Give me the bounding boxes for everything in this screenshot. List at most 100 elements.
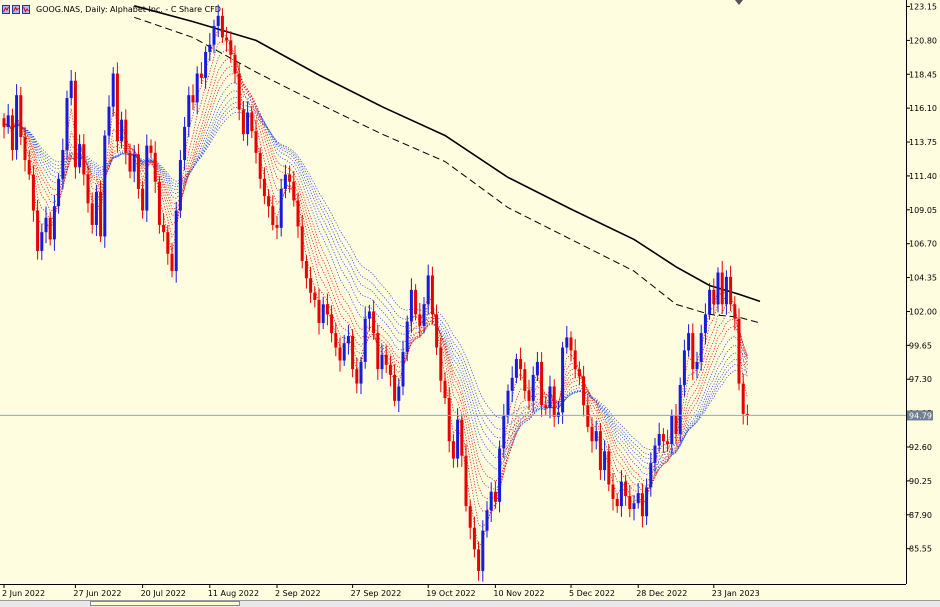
bear-candle	[745, 413, 749, 416]
bear-candle	[19, 95, 23, 137]
bear-candle	[615, 498, 619, 507]
bear-candle	[393, 374, 397, 401]
bear-candle	[149, 145, 153, 153]
bear-candle	[157, 181, 161, 225]
bear-candle	[519, 359, 523, 370]
bull-candle	[103, 135, 107, 237]
x-tick-label: 23 Jan 2023	[712, 589, 760, 598]
bear-candle	[10, 115, 14, 150]
bear-candle	[313, 292, 317, 300]
bull-candle	[61, 149, 65, 179]
chart-shift-marker-icon[interactable]	[734, 0, 744, 6]
bull-candle	[531, 374, 535, 401]
bear-candle	[254, 131, 258, 153]
x-tick-label: 10 Nov 2022	[493, 589, 544, 598]
bear-candle	[225, 37, 229, 41]
bear-candle	[720, 272, 724, 305]
bear-candle	[607, 451, 611, 485]
bull-candle	[678, 385, 682, 435]
blue-ribbon-line	[3, 111, 748, 451]
bear-candle	[141, 188, 145, 211]
scrollbar-thumb[interactable]	[90, 601, 240, 606]
bear-candle	[598, 431, 602, 471]
bull-candle	[716, 272, 720, 305]
bear-candle	[674, 415, 678, 435]
bull-candle	[6, 115, 10, 127]
bear-candle	[477, 549, 481, 572]
bull-candle	[52, 206, 56, 240]
bear-candle	[376, 333, 380, 370]
bull-candle	[359, 361, 363, 384]
bear-candle	[729, 276, 733, 305]
bull-candle	[645, 487, 649, 517]
bull-candle	[535, 361, 539, 375]
bear-candle	[691, 333, 695, 370]
bull-candle	[548, 386, 552, 409]
chart-type-icon[interactable]	[2, 4, 10, 14]
x-tick-label: 27 Sep 2022	[351, 589, 402, 598]
bear-candle	[82, 144, 86, 175]
x-tick-label: 2 Jun 2022	[2, 589, 45, 598]
chart-title-bar: GOOG.NAS, Daily: Alphabet Inc. - C Share…	[2, 2, 221, 16]
red-ribbon-line	[3, 49, 748, 512]
bull-candle	[183, 126, 187, 161]
bear-candle	[666, 441, 670, 445]
bull-candle	[456, 419, 460, 459]
bear-candle	[90, 203, 94, 225]
moving-average-dashed	[134, 16, 761, 324]
bull-candle	[426, 275, 430, 305]
bear-candle	[317, 299, 321, 324]
bear-candle	[36, 210, 40, 251]
bull-candle	[510, 377, 514, 391]
chart-title: GOOG.NAS, Daily: Alphabet Inc. - C Share…	[36, 4, 221, 14]
x-tick-label: 28 Dec 2022	[636, 589, 687, 598]
bull-candle	[216, 15, 220, 26]
indicator-icon[interactable]	[22, 4, 30, 14]
horizontal-scrollbar[interactable]	[0, 600, 940, 607]
y-tick-label: 85.55	[909, 545, 932, 554]
y-tick-label: 104.35	[909, 274, 937, 283]
bull-candle	[132, 154, 136, 172]
bull-candle	[120, 119, 124, 142]
y-tick-label: 109.05	[909, 206, 937, 215]
bear-candle	[300, 226, 304, 261]
bear-candle	[733, 304, 737, 319]
bull-candle	[342, 343, 346, 361]
bull-candle	[279, 188, 283, 228]
bear-candle	[220, 15, 224, 38]
bull-candle	[485, 510, 489, 531]
bull-candle	[283, 174, 287, 189]
y-tick-label: 97.30	[909, 375, 932, 384]
bear-candle	[577, 369, 581, 377]
bull-candle	[506, 390, 510, 416]
bull-candle	[397, 386, 401, 401]
bear-candle	[540, 361, 544, 406]
object-list-icon[interactable]	[12, 4, 20, 14]
bear-candle	[73, 80, 77, 168]
bull-candle	[78, 144, 82, 168]
red-ribbon-line	[3, 65, 748, 491]
bull-candle	[346, 335, 350, 344]
bear-candle	[304, 260, 308, 279]
y-tick-label: 90.25	[909, 477, 932, 486]
bull-candle	[94, 191, 98, 225]
bull-candle	[556, 412, 560, 417]
bull-candle	[498, 448, 502, 502]
bull-candle	[246, 112, 250, 135]
bear-candle	[372, 311, 376, 334]
bull-candle	[405, 321, 409, 352]
bear-candle	[741, 383, 745, 414]
bull-candle	[565, 337, 569, 348]
bear-candle	[2, 118, 6, 127]
x-tick-label: 19 Oct 2022	[426, 589, 475, 598]
bull-candle	[380, 354, 384, 370]
bull-candle	[489, 491, 493, 511]
bear-candle	[435, 314, 439, 348]
y-tick-label: 111.40	[909, 172, 937, 181]
bull-candle	[481, 530, 485, 572]
bear-candle	[712, 289, 716, 305]
blue-ribbon-line	[3, 106, 748, 456]
bear-candle	[384, 354, 388, 365]
y-tick-label: 118.45	[909, 70, 937, 79]
